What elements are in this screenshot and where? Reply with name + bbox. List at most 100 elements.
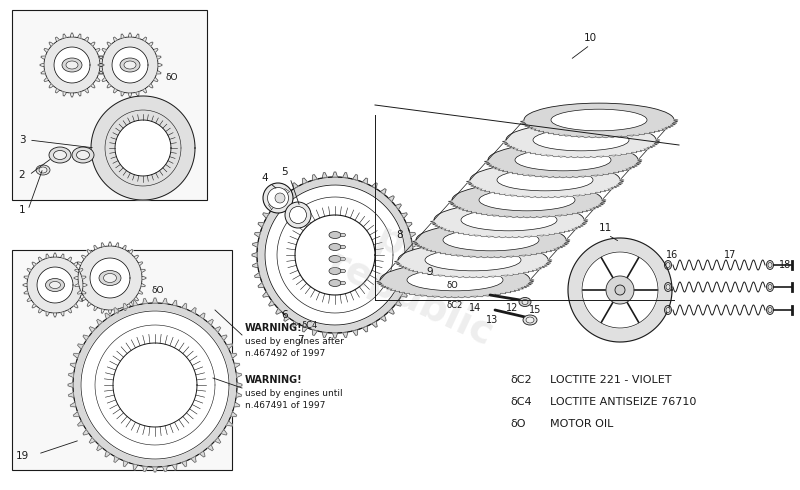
Polygon shape bbox=[608, 188, 614, 189]
Polygon shape bbox=[94, 245, 98, 250]
Polygon shape bbox=[153, 298, 158, 303]
Polygon shape bbox=[446, 253, 450, 255]
Polygon shape bbox=[427, 273, 433, 274]
Polygon shape bbox=[433, 274, 438, 275]
Polygon shape bbox=[73, 303, 237, 467]
Polygon shape bbox=[141, 269, 146, 272]
Ellipse shape bbox=[77, 150, 90, 160]
Polygon shape bbox=[539, 267, 545, 268]
Polygon shape bbox=[596, 205, 602, 206]
Polygon shape bbox=[501, 256, 507, 258]
Polygon shape bbox=[645, 132, 650, 134]
Polygon shape bbox=[295, 215, 375, 295]
Polygon shape bbox=[514, 289, 520, 290]
Polygon shape bbox=[653, 144, 658, 145]
Polygon shape bbox=[70, 363, 76, 368]
Polygon shape bbox=[508, 274, 514, 275]
Polygon shape bbox=[590, 156, 598, 157]
Polygon shape bbox=[550, 216, 556, 217]
Polygon shape bbox=[63, 34, 66, 39]
Polygon shape bbox=[114, 456, 119, 463]
Polygon shape bbox=[476, 277, 482, 278]
Polygon shape bbox=[530, 279, 534, 281]
Polygon shape bbox=[616, 154, 622, 155]
Polygon shape bbox=[129, 249, 133, 254]
Polygon shape bbox=[452, 297, 458, 298]
Polygon shape bbox=[253, 263, 258, 268]
Polygon shape bbox=[469, 184, 474, 185]
Polygon shape bbox=[542, 265, 547, 267]
Polygon shape bbox=[534, 175, 541, 177]
Polygon shape bbox=[538, 235, 544, 236]
Polygon shape bbox=[257, 177, 413, 333]
Polygon shape bbox=[78, 262, 82, 266]
Polygon shape bbox=[626, 168, 631, 169]
Polygon shape bbox=[510, 217, 518, 218]
Polygon shape bbox=[486, 162, 490, 164]
Text: 9: 9 bbox=[426, 267, 434, 277]
Polygon shape bbox=[598, 204, 603, 205]
Polygon shape bbox=[444, 275, 450, 277]
Polygon shape bbox=[554, 177, 560, 178]
Polygon shape bbox=[655, 141, 660, 142]
Ellipse shape bbox=[50, 281, 61, 289]
Ellipse shape bbox=[452, 183, 602, 217]
Polygon shape bbox=[590, 208, 595, 209]
Ellipse shape bbox=[36, 165, 50, 175]
Polygon shape bbox=[471, 296, 478, 297]
Ellipse shape bbox=[425, 249, 521, 271]
Polygon shape bbox=[61, 312, 64, 316]
Polygon shape bbox=[546, 262, 550, 264]
Polygon shape bbox=[505, 144, 510, 145]
Polygon shape bbox=[638, 161, 642, 162]
Polygon shape bbox=[482, 276, 490, 277]
Polygon shape bbox=[78, 290, 82, 294]
Text: 6: 6 bbox=[282, 310, 288, 320]
Polygon shape bbox=[615, 136, 622, 137]
Polygon shape bbox=[524, 217, 530, 218]
Polygon shape bbox=[606, 276, 634, 304]
Ellipse shape bbox=[49, 147, 71, 163]
Polygon shape bbox=[554, 133, 558, 135]
Ellipse shape bbox=[526, 317, 534, 323]
Polygon shape bbox=[650, 145, 655, 147]
Polygon shape bbox=[74, 283, 79, 287]
Polygon shape bbox=[87, 249, 91, 254]
Polygon shape bbox=[82, 291, 86, 294]
Polygon shape bbox=[494, 193, 499, 194]
Ellipse shape bbox=[99, 270, 121, 286]
Polygon shape bbox=[230, 353, 237, 358]
Polygon shape bbox=[495, 275, 502, 277]
Polygon shape bbox=[565, 156, 571, 157]
Polygon shape bbox=[276, 196, 282, 202]
Ellipse shape bbox=[666, 285, 670, 290]
Polygon shape bbox=[562, 214, 567, 216]
Polygon shape bbox=[90, 42, 95, 47]
Polygon shape bbox=[486, 236, 493, 237]
Polygon shape bbox=[531, 253, 537, 255]
Polygon shape bbox=[498, 216, 505, 217]
Ellipse shape bbox=[768, 263, 772, 268]
Polygon shape bbox=[603, 173, 609, 174]
Polygon shape bbox=[654, 142, 658, 144]
Polygon shape bbox=[502, 275, 508, 276]
Polygon shape bbox=[102, 37, 158, 93]
Polygon shape bbox=[105, 451, 110, 457]
Polygon shape bbox=[182, 461, 186, 466]
Polygon shape bbox=[386, 288, 392, 289]
Polygon shape bbox=[609, 172, 614, 173]
Ellipse shape bbox=[62, 58, 82, 72]
Ellipse shape bbox=[488, 143, 638, 177]
Polygon shape bbox=[558, 156, 565, 157]
Polygon shape bbox=[214, 438, 221, 443]
Polygon shape bbox=[99, 56, 103, 60]
Polygon shape bbox=[41, 56, 46, 60]
Polygon shape bbox=[594, 206, 598, 208]
Ellipse shape bbox=[533, 129, 629, 151]
Polygon shape bbox=[639, 133, 645, 135]
Polygon shape bbox=[284, 189, 290, 195]
Polygon shape bbox=[626, 152, 632, 154]
Polygon shape bbox=[513, 148, 518, 149]
Polygon shape bbox=[157, 71, 161, 74]
Polygon shape bbox=[573, 213, 578, 214]
